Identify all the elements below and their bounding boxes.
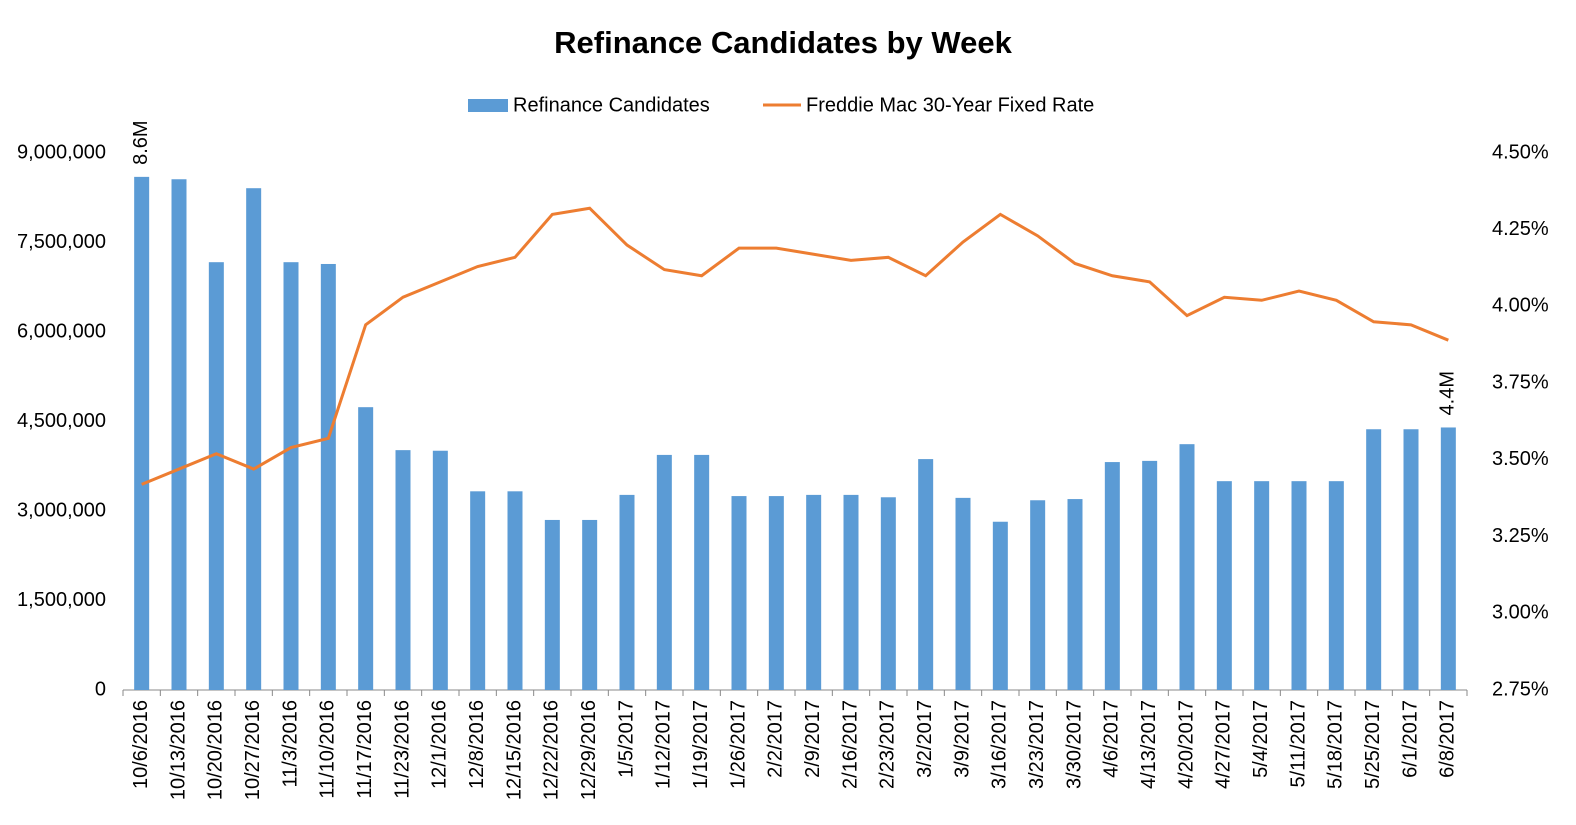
x-tick-label: 1/5/2017 [615, 700, 637, 778]
x-tick-label: 3/23/2017 [1026, 700, 1048, 789]
bar [171, 179, 187, 690]
bar [208, 262, 224, 690]
bar [1179, 444, 1195, 690]
x-tick-label: 12/29/2016 [578, 700, 600, 800]
y-tick-label: 1,500,000 [17, 589, 106, 611]
legend-label: Refinance Candidates [513, 94, 710, 116]
bar [320, 263, 336, 690]
bar [656, 454, 672, 690]
y2-tick-label: 3.75% [1492, 371, 1549, 393]
x-tick-label: 5/11/2017 [1287, 700, 1309, 788]
y-tick-label: 7,500,000 [17, 231, 106, 253]
y2-tick-label: 4.50% [1492, 141, 1549, 163]
bar [918, 459, 934, 690]
bar [432, 450, 448, 690]
x-tick-label: 4/27/2017 [1213, 700, 1235, 789]
x-tick-label: 2/2/2017 [765, 700, 787, 778]
x-tick-label: 3/2/2017 [914, 700, 936, 778]
y-tick-label: 9,000,000 [17, 141, 106, 163]
bar [1216, 481, 1232, 690]
x-tick-label: 2/23/2017 [877, 700, 899, 789]
bar [470, 491, 486, 690]
bar [1366, 429, 1382, 690]
bar [1030, 500, 1046, 690]
x-tick-label: 2/9/2017 [802, 700, 824, 778]
x-tick-label: 1/19/2017 [690, 700, 712, 789]
bar [1403, 429, 1419, 690]
x-tick-label: 11/3/2016 [279, 700, 301, 788]
bar [843, 494, 859, 690]
x-tick-label: 3/9/2017 [951, 700, 973, 778]
x-tick-label: 12/1/2016 [429, 700, 451, 789]
y2-tick-label: 2.75% [1492, 678, 1549, 700]
x-tick-label: 6/1/2017 [1399, 700, 1421, 778]
x-tick-label: 4/20/2017 [1175, 700, 1197, 789]
bar [955, 497, 971, 690]
bar [768, 496, 784, 690]
y2-tick-label: 4.00% [1492, 295, 1549, 317]
x-tick-label: 2/16/2017 [839, 700, 861, 789]
bar [619, 494, 635, 690]
x-tick-label: 1/12/2017 [653, 700, 675, 789]
bar [283, 262, 299, 690]
bar [731, 496, 747, 690]
x-tick-label: 11/10/2016 [317, 700, 339, 799]
y2-tick-label: 3.50% [1492, 448, 1549, 470]
x-tick-label: 12/8/2016 [466, 700, 488, 789]
x-tick-label: 10/27/2016 [242, 700, 264, 800]
bar [582, 519, 598, 690]
y-tick-label: 3,000,000 [17, 499, 106, 521]
bar [134, 176, 150, 690]
x-tick-label: 5/18/2017 [1325, 700, 1347, 789]
x-tick-label: 3/30/2017 [1063, 700, 1085, 789]
y2-tick-label: 3.25% [1492, 525, 1549, 547]
y2-tick-label: 4.25% [1492, 218, 1549, 240]
value-label: 4.4M [1437, 371, 1459, 415]
x-tick-label: 12/15/2016 [503, 700, 525, 800]
y2-tick-label: 3.00% [1492, 602, 1549, 624]
x-tick-label: 11/23/2016 [391, 700, 413, 799]
x-tick-label: 12/22/2016 [541, 700, 563, 800]
bar [507, 491, 523, 690]
bar [246, 188, 262, 690]
line [141, 206, 1449, 486]
bar [992, 521, 1008, 690]
y-tick-label: 0 [95, 678, 106, 700]
bar [806, 494, 822, 690]
bar [1254, 481, 1270, 690]
x-tick-label: 10/6/2016 [130, 700, 152, 789]
bar [1067, 499, 1083, 690]
y-tick-label: 6,000,000 [17, 320, 106, 342]
y-tick-label: 4,500,000 [17, 410, 106, 432]
x-tick-label: 10/13/2016 [167, 700, 189, 800]
bar [1291, 481, 1307, 690]
value-label: 8.6M [130, 120, 152, 164]
bar [1440, 427, 1456, 690]
x-tick-label: 11/17/2016 [354, 700, 376, 799]
x-tick-label: 6/8/2017 [1437, 700, 1459, 778]
bar [1104, 462, 1120, 690]
x-tick-label: 4/6/2017 [1101, 700, 1123, 778]
bar [544, 519, 560, 690]
bar [1142, 460, 1158, 690]
legend-label: Freddie Mac 30-Year Fixed Rate [806, 94, 1094, 116]
x-tick-label: 10/20/2016 [205, 700, 227, 800]
bar [694, 454, 710, 690]
bar [1328, 481, 1344, 690]
x-tick-label: 3/16/2017 [989, 700, 1011, 789]
x-tick-label: 5/25/2017 [1362, 700, 1384, 789]
bar [395, 450, 411, 690]
x-tick-label: 4/13/2017 [1138, 700, 1160, 789]
legend-swatch [468, 99, 508, 112]
chart-title: Refinance Candidates by Week [554, 25, 1012, 60]
x-tick-label: 5/4/2017 [1250, 700, 1272, 778]
bar [880, 497, 896, 690]
x-tick-label: 1/26/2017 [727, 700, 749, 789]
bar [358, 407, 374, 690]
